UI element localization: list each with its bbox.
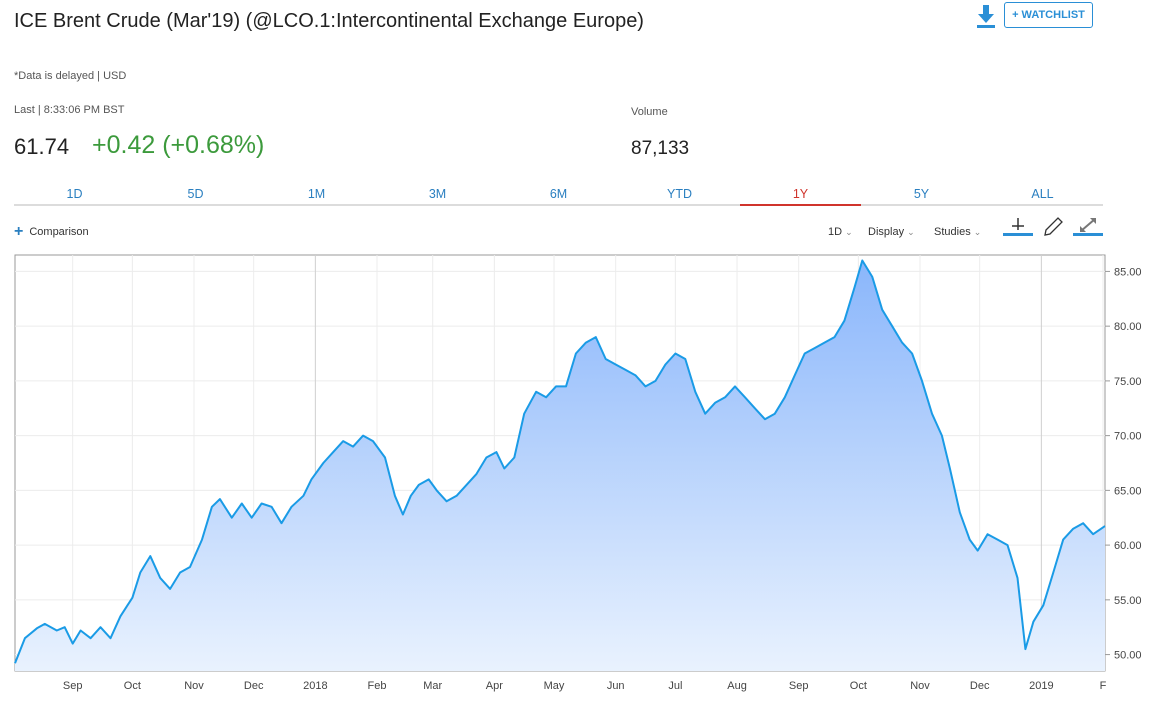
y-tick-label: 70.00 (1114, 431, 1142, 443)
x-tick-label: Oct (124, 680, 141, 692)
range-tabs: 1D 5D 1M 3M 6M YTD 1Y 5Y ALL (14, 184, 1103, 206)
x-tick-label: Dec (970, 680, 990, 692)
x-tick-label: F (1100, 680, 1107, 692)
tab-1m[interactable]: 1M (307, 187, 326, 201)
tab-5y[interactable]: 5Y (913, 187, 930, 201)
interval-dropdown[interactable]: 1D ⌄ (828, 226, 853, 238)
tab-1y[interactable]: 1Y (740, 184, 861, 206)
x-tick-label: Mar (423, 680, 442, 692)
x-tick-label: Sep (63, 680, 83, 692)
interval-label: 1D (828, 226, 843, 238)
chevron-down-icon: ⌄ (973, 227, 982, 237)
y-tick-label: 85.00 (1114, 266, 1142, 278)
tab-ytd[interactable]: YTD (667, 187, 692, 201)
x-tick-label: 2018 (303, 680, 327, 692)
studies-dropdown[interactable]: Studies ⌄ (934, 226, 981, 238)
chevron-down-icon: ⌄ (845, 227, 853, 237)
last-trade-label: Last | 8:33:06 PM BST (14, 104, 125, 116)
volume-label: Volume (631, 106, 668, 118)
data-delay-note: *Data is delayed | USD (14, 70, 127, 82)
x-tick-label: Jun (607, 680, 625, 692)
price-line (14, 259, 1106, 664)
x-tick-label: Feb (368, 680, 387, 692)
y-tick-label: 50.00 (1114, 650, 1142, 662)
x-tick-label: Nov (184, 680, 204, 692)
volume-value: 87,133 (631, 138, 690, 159)
tab-5d[interactable]: 5D (187, 187, 204, 201)
crosshair-icon[interactable] (1003, 215, 1033, 237)
y-tick-label: 80.00 (1114, 321, 1142, 333)
x-tick-label: Apr (486, 680, 503, 692)
y-tick-label: 55.00 (1114, 595, 1142, 607)
last-price: 61.74 (14, 134, 70, 159)
page-title: ICE Brent Crude (Mar'19) (@LCO.1:Interco… (14, 10, 644, 32)
x-tick-label: Dec (244, 680, 264, 692)
comparison-button[interactable]: + Comparison (14, 223, 89, 240)
studies-label: Studies (934, 226, 971, 238)
price-chart[interactable]: 50.00 55.00 60.00 65.00 70.00 75.00 80.00 85.00… (14, 254, 1167, 703)
price-change: +0.42 (+0.68%) (92, 131, 265, 159)
display-label: Display (868, 226, 905, 238)
tab-1d[interactable]: 1D (66, 187, 83, 201)
x-tick-label: May (544, 680, 565, 692)
pencil-icon[interactable] (1038, 215, 1068, 237)
x-tick-label: Oct (850, 680, 867, 692)
x-tick-label: Nov (910, 680, 930, 692)
tab-3m[interactable]: 3M (428, 187, 447, 201)
x-tick-label: Jul (668, 680, 682, 692)
chevron-down-icon: ⌄ (907, 227, 915, 237)
x-tick-label: 2019 (1029, 680, 1053, 692)
comparison-label: Comparison (29, 226, 89, 238)
tab-all[interactable]: ALL (1031, 187, 1054, 201)
y-tick-label: 65.00 (1114, 485, 1142, 497)
expand-icon[interactable] (1073, 215, 1103, 237)
x-tick-label: Sep (789, 680, 809, 692)
price-area-fill (15, 260, 1105, 671)
display-dropdown[interactable]: Display ⌄ (868, 226, 915, 238)
download-icon[interactable] (975, 3, 997, 29)
x-tick-label: Aug (727, 680, 747, 692)
y-tick-label: 75.00 (1114, 376, 1142, 388)
watchlist-button[interactable]: + WATCHLIST (1004, 2, 1093, 28)
plus-icon: + (14, 223, 24, 240)
tab-6m[interactable]: 6M (549, 187, 568, 201)
y-tick-label: 60.00 (1114, 540, 1142, 552)
